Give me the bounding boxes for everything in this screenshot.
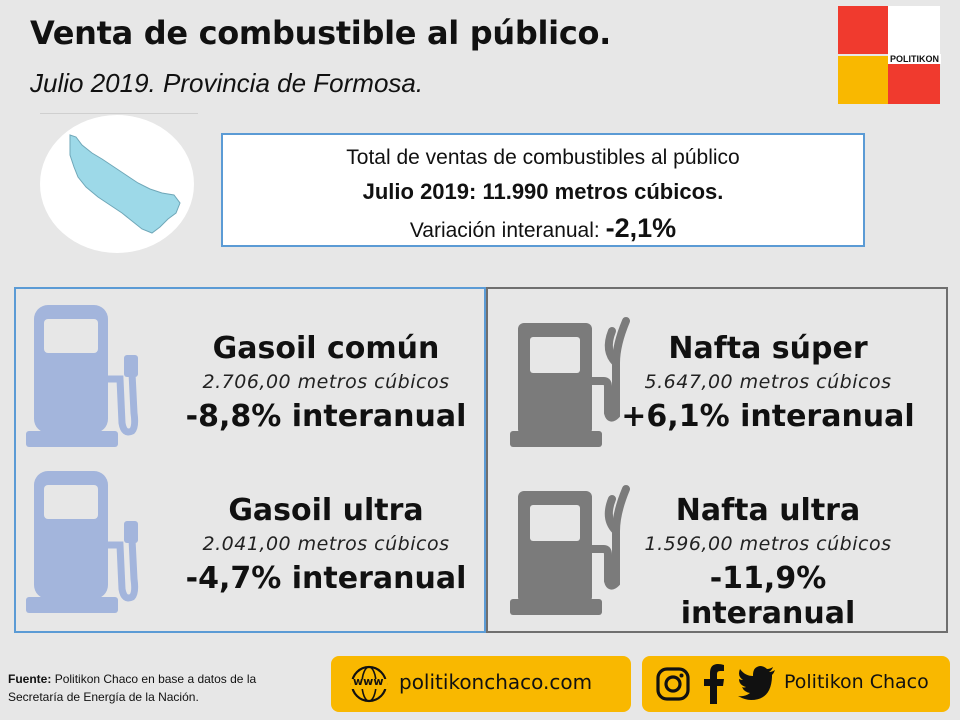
summary-total: Julio 2019: 11.990 metros cúbicos. [362,179,724,204]
fuel-pump-icon [26,471,139,613]
source-text: Politikon Chaco en base a datos de la Se… [8,672,257,704]
globe-icon [350,665,388,703]
facebook-icon[interactable] [702,664,726,704]
fuel-name: Gasoil ultra [228,493,424,528]
gasoil-panel: Gasoil común 2.706,00 metros cúbicos -8,… [14,287,486,633]
summary-title: Total de ventas de combustibles al públi… [346,146,740,169]
fuel-variation: -11,9% interanual [680,561,856,631]
fuel-volume: 2.706,00 metros cúbicos [202,371,450,393]
formosa-province-shape [69,134,181,234]
twitter-icon[interactable] [738,666,776,700]
logo-text: POLITIKON [888,54,941,64]
fuel-variation: -4,7% interanual [185,561,467,596]
nafta-panel: Nafta súper 5.647,00 metros cúbicos +6,1… [486,287,948,633]
map-divider [40,113,198,114]
page-subtitle: Julio 2019. Provincia de Formosa. [30,68,424,98]
website-link[interactable]: www politikonchaco.com [331,656,631,712]
fuel-pump-icon [510,317,630,447]
source-note: Fuente: Politikon Chaco en base a datos … [8,670,298,706]
website-text: politikonchaco.com [399,670,593,694]
fuel-volume: 2.041,00 metros cúbicos [202,533,450,555]
summary-variation-label: Variación interanual: [409,219,600,242]
fuel-volume: 1.596,00 metros cúbicos [644,533,892,555]
source-label: Fuente: [8,672,52,686]
social-name: Politikon Chaco [784,671,929,693]
www-label: www [353,675,384,688]
summary-variation: Variación interanual: -2,1% [223,213,863,244]
politikon-logo: POLITIKON [838,6,944,104]
fuel-variation: -8,8% interanual [185,399,467,434]
page-title: Venta de combustible al público. [30,14,612,52]
fuel-variation: +6,1% interanual [621,399,915,434]
fuel-name: Gasoil común [212,331,440,366]
fuel-pump-icon [26,305,139,447]
social-links: Politikon Chaco [642,656,950,712]
fuel-name: Nafta súper [668,331,868,366]
summary-variation-value: -2,1% [605,213,677,243]
fuel-name: Nafta ultra [675,493,861,528]
fuel-pump-icon [510,485,630,615]
instagram-icon[interactable] [656,667,690,701]
formosa-map [40,115,194,253]
summary-box: Total de ventas de combustibles al públi… [221,133,865,247]
fuel-volume: 5.647,00 metros cúbicos [644,371,892,393]
